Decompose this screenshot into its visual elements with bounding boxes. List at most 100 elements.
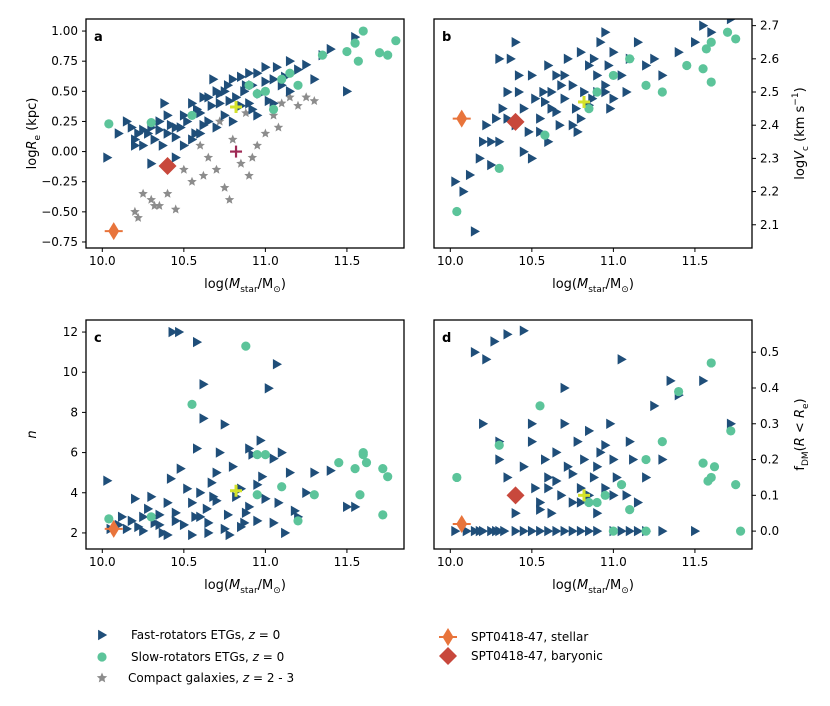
fast-rotator-point (495, 525, 505, 537)
fast-rotator-point (215, 88, 225, 99)
fast-rotator-point (552, 475, 562, 487)
fast-rotator-point (519, 461, 529, 472)
fast-rotator-point (593, 508, 603, 519)
fast-rotator-point (127, 122, 137, 133)
fast-rotator-point (495, 454, 505, 465)
legend-spt-baryonic-marker (439, 647, 457, 665)
fast-rotator-point (179, 519, 190, 531)
fast-rotator-point (131, 140, 141, 151)
slow-rotator-point (317, 50, 328, 60)
fast-rotator-point (560, 93, 570, 104)
fast-rotator-point (209, 491, 219, 502)
slow-rotator-point (378, 464, 388, 474)
compact-point (273, 122, 284, 132)
fast-rotator-point (272, 358, 282, 370)
spt-baryonic-point (506, 112, 525, 131)
fast-rotator-point (593, 525, 603, 537)
compact-point (276, 98, 287, 108)
fast-rotator-point (596, 447, 606, 458)
fast-rotator-point (191, 511, 201, 523)
fast-rotator-point (547, 508, 557, 519)
fast-rotator-point (531, 482, 541, 494)
fast-rotator-point (560, 525, 570, 537)
slow-rotator-point (726, 426, 736, 436)
fast-rotator-point (658, 454, 668, 465)
fast-rotator-point (253, 479, 263, 490)
x-tick-label: 10.0 (437, 254, 464, 268)
fast-rotator-point (199, 92, 209, 103)
fast-rotator-point (514, 86, 524, 98)
fast-rotator-point (482, 354, 492, 365)
x-tick-label: 11.0 (600, 254, 627, 268)
fast-rotator-point (220, 110, 230, 121)
y-tick-label: 0.0 (760, 524, 779, 538)
slow-rotator-point (608, 526, 618, 536)
compact-point (228, 134, 238, 144)
fast-rotator-point (536, 113, 546, 124)
y-tick-label: 0.1 (760, 488, 779, 502)
fast-rotator-point (261, 62, 271, 73)
slow-rotator-point (698, 458, 708, 468)
y-tick-label: 2.7 (760, 19, 779, 33)
fast-rotator-point (215, 98, 225, 109)
slow-rotator-point (378, 510, 388, 520)
slow-rotator-point (358, 447, 368, 458)
slow-rotator-point (625, 54, 635, 64)
legend: Fast-rotators ETGs, z = 0 Slow-rotators E… (96, 628, 603, 685)
panel-letter: c (94, 331, 102, 346)
slow-rotator-point (600, 490, 610, 500)
fast-rotator-point (470, 525, 480, 537)
fast-rotator-point (223, 509, 234, 521)
x-tick-label: 11.0 (600, 555, 627, 569)
fast-rotator-point (302, 487, 312, 498)
slow-rotator-point (657, 437, 667, 447)
fast-rotator-point (155, 116, 165, 127)
fast-rotator-point (163, 497, 173, 508)
y-axis-label: logVc (km s−1) (791, 87, 811, 179)
axes-frame-a (85, 18, 405, 249)
x-tick-label: 11.5 (334, 254, 361, 268)
fast-rotator-point (585, 425, 595, 437)
fast-rotator-point (568, 80, 578, 91)
fast-rotator-point (650, 400, 660, 412)
fast-rotator-point (114, 128, 124, 139)
fast-rotator-point (503, 86, 513, 98)
slow-rotator-point (625, 505, 635, 515)
fast-rotator-point (204, 92, 214, 103)
fast-rotator-point (544, 472, 554, 483)
fast-rotator-point (519, 146, 529, 157)
compact-point (170, 204, 181, 214)
x-axis-label: log(Mstar/M⊙) (204, 277, 286, 295)
fast-rotator-point (188, 134, 198, 145)
compact-point (187, 176, 197, 186)
fast-rotator-point (604, 60, 614, 71)
fast-rotator-point (568, 120, 578, 131)
fast-rotator-point (495, 53, 505, 65)
fast-rotator-point (166, 119, 176, 131)
fast-rotator-point (470, 226, 480, 237)
y-axis-label: n (25, 430, 40, 438)
fast-rotator-point (514, 70, 524, 81)
slow-rotator-point (592, 497, 602, 508)
x-tick-label: 10.0 (89, 254, 116, 268)
y-tick-label: 2.2 (760, 185, 779, 199)
fast-rotator-point (568, 468, 578, 480)
fast-rotator-point (253, 110, 263, 121)
y-tick-label: 0.3 (760, 417, 779, 431)
fast-rotator-point (207, 477, 217, 488)
compact-point (224, 194, 235, 204)
fast-rotator-point (183, 483, 193, 494)
slow-rotator-point (293, 516, 303, 526)
fast-rotator-point (658, 525, 668, 537)
fast-rotator-point (237, 521, 247, 533)
y-tick-label: 2 (70, 526, 78, 540)
x-axis-label: log(Mstar/M⊙) (204, 578, 286, 596)
mean-marker (578, 489, 591, 502)
fast-rotator-point (596, 37, 606, 48)
slow-rotator-point (706, 358, 716, 368)
fast-rotator-point (207, 100, 217, 111)
slow-rotator-point (353, 56, 363, 66)
spt-stellar-point (108, 519, 120, 538)
fast-rotator-point (225, 95, 235, 107)
